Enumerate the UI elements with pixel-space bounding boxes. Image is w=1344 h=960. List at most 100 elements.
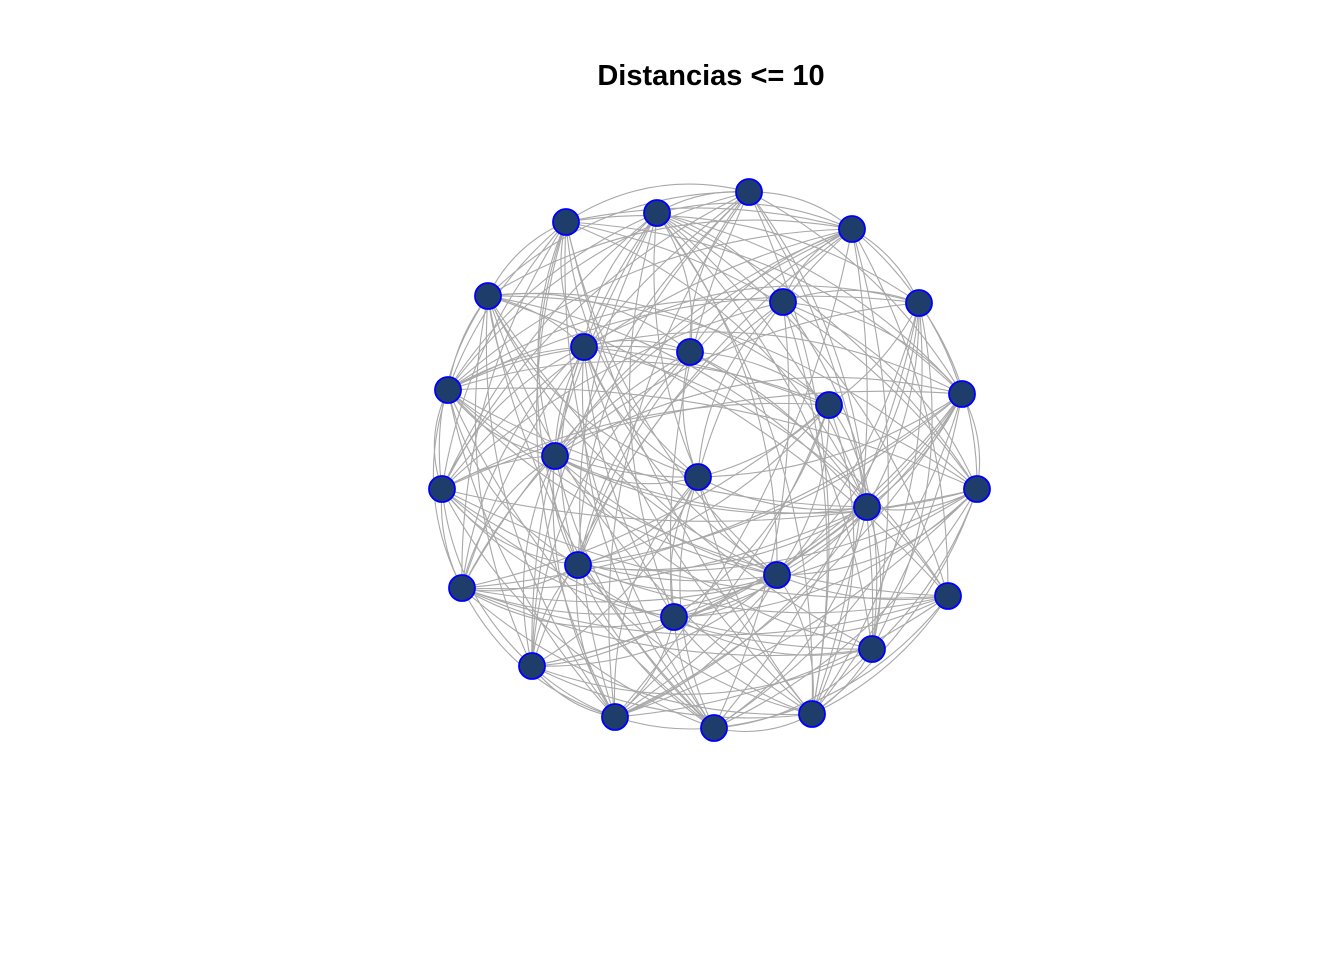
graph-edge <box>673 616 813 715</box>
graph-edge <box>776 393 963 576</box>
graph-edge <box>697 476 868 511</box>
graph-edge <box>441 212 658 490</box>
graph-edge <box>522 455 556 667</box>
graph-edge <box>447 298 784 391</box>
nodes-layer <box>428 178 991 742</box>
graph-edge <box>441 488 978 522</box>
graph-edge <box>461 564 579 592</box>
graph-edge <box>487 295 813 715</box>
graph-edge <box>713 713 813 732</box>
graph-edge <box>577 476 699 566</box>
graph-edge <box>554 455 978 514</box>
graph-node <box>570 333 598 361</box>
graph-edge <box>461 221 567 589</box>
graph-edge <box>554 212 658 457</box>
graph-edge <box>748 191 963 395</box>
graph-edge <box>461 587 813 716</box>
graph-edge <box>441 346 585 490</box>
graph-edge <box>713 595 949 729</box>
graph-edge <box>697 404 830 478</box>
graph-edge <box>554 455 699 485</box>
graph-edge <box>713 648 873 729</box>
graph-node <box>448 574 476 602</box>
graph-edge <box>537 221 567 457</box>
graph-node <box>564 551 592 579</box>
graph-edge <box>811 393 963 715</box>
graph-edge <box>673 488 978 618</box>
graph-edge <box>441 488 873 650</box>
graph-node <box>474 282 502 310</box>
graph-edge <box>579 212 658 718</box>
graph-edge <box>583 331 963 395</box>
graph-edge <box>713 488 978 729</box>
graph-edge <box>656 212 813 715</box>
graph-edge <box>474 295 533 667</box>
graph-edge <box>581 346 715 729</box>
graph-edge <box>679 476 715 729</box>
graph-edge <box>487 295 949 597</box>
graph-edge <box>673 393 963 618</box>
graph-edge <box>565 221 963 395</box>
graph-edge <box>447 295 920 391</box>
graph-edge <box>656 212 868 508</box>
graph-edge <box>554 302 920 457</box>
graph-edge <box>782 301 828 715</box>
graph-node <box>552 208 580 236</box>
graph-edge <box>531 665 813 719</box>
graph-edge <box>487 295 715 729</box>
graph-edge <box>575 564 616 718</box>
graph-edge <box>673 616 873 656</box>
graph-edge <box>487 219 853 297</box>
graph-edge <box>531 574 778 667</box>
graph-edge <box>776 574 814 715</box>
graph-edge <box>461 404 830 589</box>
graph-edge <box>673 404 830 618</box>
graph-node <box>905 289 933 317</box>
graph-node <box>541 442 569 470</box>
graph-edge <box>487 295 873 650</box>
graph-edge <box>689 351 868 508</box>
graph-edge <box>697 476 813 715</box>
graph-edge <box>531 476 699 667</box>
graph-edge <box>441 301 784 490</box>
graph-edge <box>461 574 778 615</box>
graph-edge <box>811 404 855 715</box>
graph-edge <box>487 295 699 478</box>
graph-edge <box>447 346 585 391</box>
graph-edge <box>614 228 853 718</box>
graph-edge <box>447 191 750 391</box>
graph-node <box>815 391 843 419</box>
graph-node <box>853 493 881 521</box>
graph-edge <box>583 346 675 618</box>
graph-node <box>428 475 456 503</box>
graph-edge <box>866 302 920 508</box>
graph-edge <box>447 360 830 406</box>
graph-node <box>601 703 629 731</box>
graph-node <box>769 288 797 316</box>
graph-edge <box>487 295 868 508</box>
graph-node <box>798 700 826 728</box>
graph-edge <box>441 221 567 490</box>
graph-node <box>643 199 671 227</box>
plot-title: Distancias <= 10 <box>597 60 825 92</box>
graph-edge <box>447 389 868 508</box>
graph-edge <box>614 574 778 718</box>
graph-edge <box>811 595 949 715</box>
graph-edge <box>697 476 778 576</box>
graph-node <box>763 561 791 589</box>
graph-edge <box>447 228 853 391</box>
graph-edge <box>441 228 853 490</box>
graph-node <box>518 652 546 680</box>
graph-edge <box>461 587 675 628</box>
graph-edge <box>531 212 658 667</box>
graph-edge <box>447 389 778 576</box>
graph-node <box>934 582 962 610</box>
graph-edge <box>565 221 778 576</box>
graph-edge <box>613 476 699 718</box>
graph-edge <box>441 191 750 490</box>
graph-edge <box>441 488 715 729</box>
graph-edge <box>565 183 750 223</box>
graph-edge <box>577 564 949 614</box>
graph-edge <box>583 346 978 490</box>
graph-edge <box>577 564 813 715</box>
